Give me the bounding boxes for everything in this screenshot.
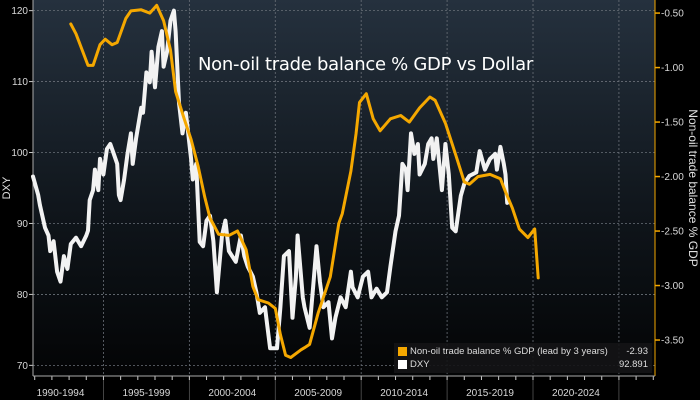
left-tick-label: 70: [17, 361, 29, 372]
right-tick-label: -2.50: [661, 227, 684, 238]
x-tick-label: 2005-2009: [294, 388, 342, 399]
legend-swatch-trade-balance: [398, 347, 407, 356]
x-tick-label: 1995-1999: [122, 388, 170, 399]
left-tick-label: 120: [11, 6, 28, 17]
legend-label-dxy: DXY: [410, 359, 430, 370]
x-tick-label: 2000-2004: [208, 388, 256, 399]
right-tick-label: -1.50: [661, 118, 684, 129]
right-tick-label: -3.00: [661, 281, 684, 292]
series-line-trade-balance: [69, 3, 540, 359]
left-tick-label: 100: [11, 148, 28, 159]
legend-value-trade-balance: -2.93: [626, 346, 648, 357]
legend: Non-oil trade balance % GDP (lead by 3 y…: [394, 343, 652, 373]
left-tick-label: 80: [17, 290, 29, 301]
series-line-dxy: [31, 8, 510, 351]
plot-area: [33, 0, 655, 376]
x-tick-label: 2015-2019: [466, 388, 514, 399]
x-tick-label: 2010-2014: [380, 388, 428, 399]
x-tick-label: 1990-1994: [37, 388, 85, 399]
right-tick-label: -1.00: [661, 63, 684, 74]
left-axis-title: DXY: [1, 176, 13, 199]
legend-swatch-dxy: [398, 360, 407, 369]
right-tick-label: -2.00: [661, 172, 684, 183]
left-tick-label: 90: [17, 219, 29, 230]
right-tick-label: -0.50: [661, 9, 684, 20]
right-tick-label: -3.50: [661, 336, 684, 347]
legend-item-dxy[interactable]: DXY 92.891: [398, 358, 648, 371]
right-axis-title: Non-oil trade balance % GDP: [686, 109, 700, 266]
legend-item-trade-balance[interactable]: Non-oil trade balance % GDP (lead by 3 y…: [398, 345, 648, 358]
legend-value-dxy: 92.891: [618, 359, 648, 370]
chart-title: Non-oil trade balance % GDP vs Dollar: [198, 54, 533, 75]
legend-label-trade-balance: Non-oil trade balance % GDP (lead by 3 y…: [410, 346, 608, 357]
left-tick-label: 110: [12, 77, 28, 88]
x-tick-label: 2020-2024: [552, 388, 600, 399]
